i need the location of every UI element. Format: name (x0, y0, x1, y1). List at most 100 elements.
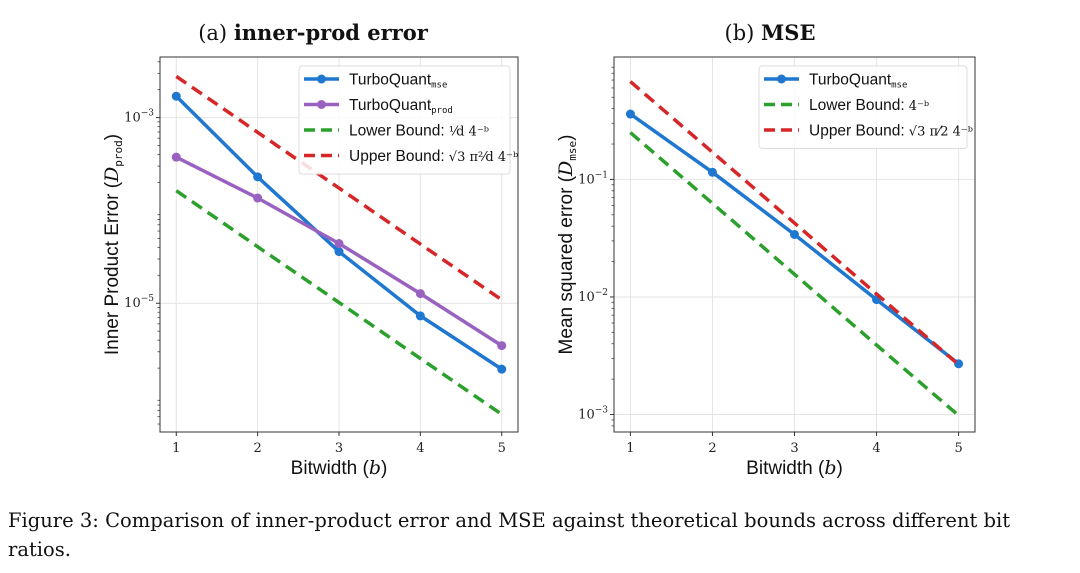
y-axis-label: Inner Product Error (Dprod) (101, 134, 125, 355)
legend-marker (317, 100, 326, 109)
title-text: MSE (761, 20, 815, 45)
x-label-close: ) (836, 458, 842, 479)
legend-formula: √3 π²⁄d 4⁻ᵇ (445, 150, 519, 165)
caption-label: Figure 3: (8, 509, 99, 532)
data-point (253, 193, 263, 203)
caption-text: Comparison of inner-product error and MS… (8, 509, 1011, 561)
y-tick-exponent: −5 (141, 294, 155, 304)
y-tick-exponent: −2 (595, 288, 608, 298)
legend-sub: mse (431, 81, 447, 91)
y-tick-label: 10−3 (578, 406, 608, 423)
x-label-var: b (369, 457, 381, 479)
plot-frame (159, 56, 519, 433)
data-point (253, 172, 263, 182)
y-tick-label: 10−5 (124, 294, 154, 311)
legend-formula: √3 π⁄2 4⁻ᵇ (905, 125, 973, 140)
data-point (171, 91, 181, 101)
series-line-lower-bound- (629, 131, 960, 417)
y-label-sub: mse (566, 141, 579, 161)
y-label-sub: prod (112, 140, 125, 167)
data-point (415, 311, 425, 321)
x-label-text: Bitwidth ( (746, 458, 825, 479)
y-label-text: Inner Product Error ( (102, 181, 123, 355)
legend-name: TurboQuant (809, 72, 892, 89)
legend-label: TurboQuantprod (349, 97, 453, 116)
x-tick-label: 5 (498, 441, 506, 456)
legend-label: Lower Bound: 4⁻ᵇ (809, 97, 929, 114)
series-line-upper-bound- (175, 74, 503, 302)
y-tick-base: 10 (578, 290, 595, 305)
x-tick-label: 1 (626, 441, 634, 456)
x-tick-label: 4 (416, 441, 424, 456)
legend-name: Upper Bound: (809, 123, 905, 140)
legend-box (298, 65, 511, 175)
title-prefix: (b) (725, 21, 762, 45)
legend-name: Upper Bound: (349, 148, 445, 165)
legend-sub: prod (431, 106, 453, 116)
y-tick-label: 10−3 (124, 109, 154, 126)
x-tick-label: 2 (708, 441, 716, 456)
data-point (625, 109, 635, 119)
data-point (334, 239, 344, 249)
y-tick-base: 10 (124, 111, 141, 126)
x-tick-label: 4 (872, 441, 880, 456)
y-label-close: ) (102, 134, 123, 140)
x-label-var: b (824, 457, 836, 479)
x-tick-label: 3 (790, 441, 798, 456)
legend-box (758, 65, 968, 149)
data-point (334, 247, 344, 257)
y-tick-base: 10 (578, 172, 595, 187)
legend-marker (317, 74, 326, 84)
legend-name: Lower Bound: (349, 123, 445, 140)
legend-label: TurboQuantmse (809, 72, 907, 91)
series-line-lower-bound- (175, 189, 503, 416)
legend-label: Upper Bound: √3 π²⁄d 4⁻ᵇ (349, 148, 518, 165)
legend-name: TurboQuant (349, 72, 432, 89)
x-tick-label: 1 (172, 441, 180, 456)
y-tick-label: 10−2 (578, 288, 608, 305)
data-point (707, 167, 717, 177)
legend-label: TurboQuantmse (349, 72, 447, 91)
legend-name: Lower Bound: (809, 97, 905, 114)
x-tick-label: 5 (954, 441, 962, 456)
y-tick-exponent: −3 (141, 109, 155, 119)
x-tick-label: 3 (335, 441, 343, 456)
legend-label: Upper Bound: √3 π⁄2 4⁻ᵇ (809, 123, 973, 140)
chart-title: (a) inner-prod error (198, 20, 428, 45)
data-point (497, 364, 507, 374)
data-point (497, 341, 507, 351)
figure-caption: Figure 3: Comparison of inner-product er… (8, 506, 1078, 564)
y-axis-label: Mean squared error (Dmse) (555, 135, 579, 355)
series-line-upper-bound- (629, 80, 960, 366)
legend-name: TurboQuant (349, 97, 432, 114)
x-tick-label: 2 (253, 441, 261, 456)
y-tick-label: 10−1 (578, 170, 608, 187)
title-prefix: (a) (198, 21, 234, 45)
y-tick-base: 10 (124, 296, 141, 311)
title-text: inner-prod error (234, 20, 429, 45)
y-tick-exponent: −3 (595, 406, 609, 416)
y-tick-exponent: −1 (595, 170, 608, 180)
x-label-text: Bitwidth ( (291, 458, 370, 479)
legend-marker (777, 74, 786, 84)
data-point (415, 289, 425, 299)
y-tick-base: 10 (578, 408, 595, 423)
x-axis-label: Bitwidth (b) (291, 457, 388, 479)
chart-title: (b) MSE (725, 20, 816, 45)
legend-formula: ¹⁄d 4⁻ᵇ (445, 125, 489, 140)
x-axis-label: Bitwidth (b) (746, 457, 843, 479)
data-point (171, 152, 181, 162)
plot-frame (613, 56, 976, 433)
legend-sub: mse (891, 81, 907, 91)
y-label-var: D (101, 167, 123, 183)
legend-label: Lower Bound: ¹⁄d 4⁻ᵇ (349, 123, 489, 140)
y-label-var: D (555, 161, 577, 177)
legend-formula: 4⁻ᵇ (905, 99, 929, 114)
y-label-text: Mean squared error ( (556, 175, 577, 354)
x-label-close: ) (381, 458, 387, 479)
